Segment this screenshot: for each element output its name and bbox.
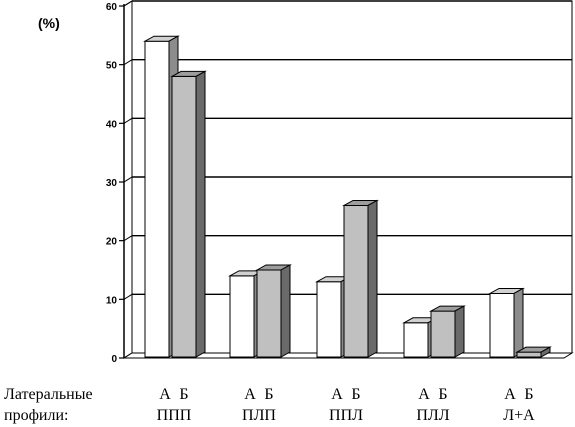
bar-side: [513, 287, 524, 358]
bar-side: [195, 70, 206, 358]
series-label-b: Б: [179, 386, 188, 403]
bar-front: [489, 292, 515, 358]
gridline-side: [123, 117, 133, 124]
bar-front: [516, 351, 542, 358]
series-label-a: А: [504, 386, 516, 403]
bar-series-b: [255, 264, 292, 358]
bar-series-a: [488, 287, 525, 358]
gridline-side: [123, 176, 133, 183]
y-unit-label: (%): [38, 15, 60, 31]
series-label-b: Б: [438, 386, 447, 403]
bar-front: [343, 204, 369, 358]
category-label: ПЛП: [242, 407, 276, 424]
series-label-a: А: [331, 386, 343, 403]
series-label-a: А: [244, 386, 256, 403]
series-label-a: А: [418, 386, 430, 403]
y-tick-label: 20: [106, 237, 118, 248]
bar-series-b: [429, 305, 466, 358]
category-label: ППЛ: [329, 407, 363, 424]
gridline-side: [123, 293, 133, 300]
bar-front: [144, 40, 170, 358]
bar-series-b: [170, 70, 207, 358]
y-tick-label: 30: [106, 178, 118, 189]
row-label-profiles: профили:: [4, 407, 68, 424]
y-tick-label: 40: [106, 119, 118, 130]
axes: [119, 4, 125, 359]
y-tick-label: 10: [106, 295, 118, 306]
y-tick-label: 60: [106, 2, 118, 13]
series-label-b: Б: [351, 386, 360, 403]
series-label-b: Б: [264, 386, 273, 403]
bar-series-b: [342, 199, 379, 358]
series-label-a: А: [159, 386, 171, 403]
bar-front: [316, 281, 342, 358]
category-label: ПЛЛ: [416, 407, 449, 424]
bars: [143, 35, 552, 358]
bar-front: [256, 269, 282, 358]
y-tick-label: 50: [106, 61, 118, 72]
bar-side: [367, 199, 378, 358]
bar-side: [454, 305, 465, 358]
bar-front: [403, 322, 429, 358]
y-tick-labels: 0 10 20 30 40 50 60: [106, 2, 118, 365]
row-label-lateral: Латеральные: [4, 386, 93, 403]
bar-side: [280, 264, 291, 358]
series-label-b: Б: [524, 386, 533, 403]
gridline-side: [123, 235, 133, 242]
bar-front: [229, 275, 255, 358]
bar-side: [540, 346, 551, 358]
gridline-side: [123, 59, 133, 66]
y-tick-label: 0: [111, 354, 117, 365]
category-label: ППП: [157, 407, 192, 424]
gridline-side: [123, 0, 133, 7]
bar-series-b: [515, 346, 552, 358]
category-label: Л+А: [503, 407, 535, 424]
bar-front: [171, 75, 197, 358]
bar-front: [430, 310, 456, 358]
